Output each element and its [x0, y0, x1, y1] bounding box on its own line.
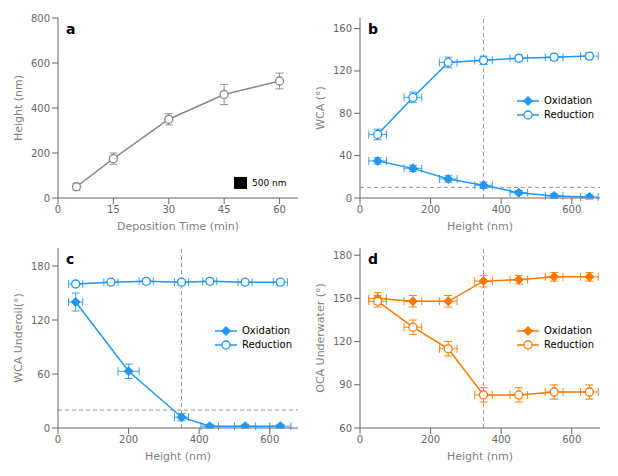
svg-text:40: 40: [339, 150, 352, 161]
html-text:Oxidation: Oxidation: [242, 325, 291, 336]
svg-text:30: 30: [162, 204, 175, 215]
svg-text:Height (nm): Height (nm): [12, 75, 25, 141]
svg-text:0: 0: [44, 423, 50, 434]
svg-text:200: 200: [421, 204, 440, 215]
svg-text:200: 200: [119, 434, 138, 445]
svg-text:Height (nm): Height (nm): [447, 220, 513, 233]
html-text:Reduction: Reduction: [544, 339, 594, 350]
svg-text:WCA (°): WCA (°): [314, 86, 327, 130]
svg-text:600: 600: [562, 204, 581, 215]
svg-text:WCA Underoil(°): WCA Underoil(°): [12, 293, 25, 383]
svg-text:0: 0: [44, 193, 50, 204]
svg-text:400: 400: [190, 434, 209, 445]
svg-text:90: 90: [339, 379, 352, 390]
svg-text:150: 150: [333, 293, 352, 304]
svg-text:0: 0: [346, 193, 352, 204]
svg-text:600: 600: [31, 58, 50, 69]
svg-text:500 nm: 500 nm: [252, 178, 287, 188]
html-text:Oxidation: Oxidation: [544, 325, 593, 336]
svg-text:60: 60: [37, 369, 50, 380]
svg-text:800: 800: [31, 13, 50, 24]
svg-text:160: 160: [333, 23, 352, 34]
svg-text:400: 400: [492, 204, 511, 215]
svg-text:600: 600: [562, 434, 581, 445]
html-text:d: d: [368, 251, 378, 267]
svg-text:120: 120: [31, 315, 50, 326]
svg-text:15: 15: [107, 204, 120, 215]
svg-text:80: 80: [339, 108, 352, 119]
svg-text:180: 180: [333, 250, 352, 261]
svg-text:120: 120: [333, 65, 352, 76]
html-text:a: a: [66, 21, 76, 37]
html-text:Oxidation: Oxidation: [544, 95, 593, 106]
svg-text:Height (nm): Height (nm): [145, 450, 211, 463]
svg-text:Deposition Time (min): Deposition Time (min): [117, 220, 239, 233]
svg-text:600: 600: [260, 434, 279, 445]
svg-text:400: 400: [492, 434, 511, 445]
svg-text:200: 200: [421, 434, 440, 445]
svg-text:OCA Underwater (°): OCA Underwater (°): [314, 283, 327, 393]
svg-text:60: 60: [339, 423, 352, 434]
svg-text:400: 400: [31, 103, 50, 114]
svg-text:120: 120: [333, 336, 352, 347]
svg-text:0: 0: [55, 204, 61, 215]
html-text:Reduction: Reduction: [242, 339, 292, 350]
html-text:c: c: [66, 251, 75, 267]
html-text:b: b: [368, 21, 378, 37]
svg-text:200: 200: [31, 148, 50, 159]
svg-text:180: 180: [31, 261, 50, 272]
svg-text:0: 0: [55, 434, 61, 445]
svg-text:0: 0: [357, 204, 363, 215]
svg-text:45: 45: [218, 204, 231, 215]
html-text:Reduction: Reduction: [544, 109, 594, 120]
svg-text:0: 0: [357, 434, 363, 445]
svg-text:Height (nm): Height (nm): [447, 450, 513, 463]
svg-text:60: 60: [273, 204, 286, 215]
